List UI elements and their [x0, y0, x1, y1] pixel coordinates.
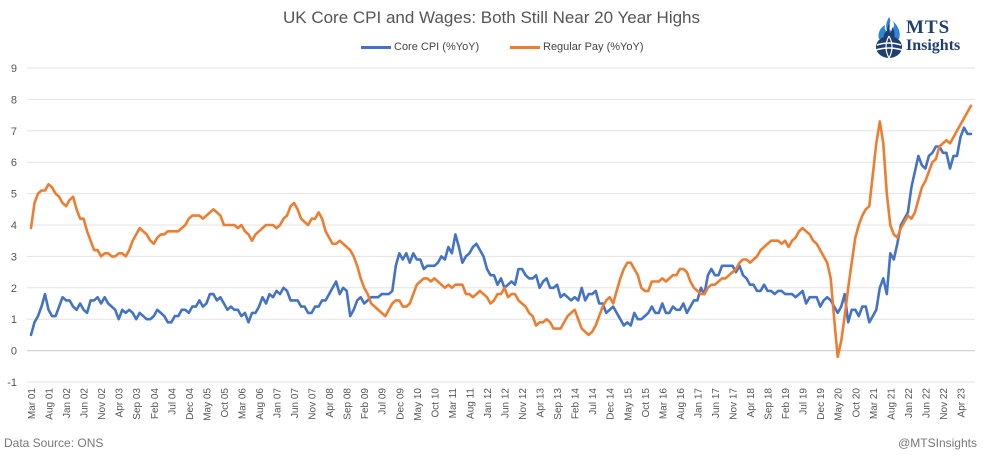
legend-swatch-core-cpi — [361, 45, 391, 49]
logo-text-mts: MTS — [906, 17, 951, 38]
chart-legend: Core CPI (%YoY) Regular Pay (%YoY) — [0, 41, 983, 55]
y-tick-label: -1 — [7, 377, 17, 389]
chart-series-lines — [29, 104, 973, 359]
logo-text-insights: Insights — [906, 37, 961, 54]
x-tick-label: Oct 10 — [430, 388, 441, 418]
x-tick-label: Dec 09 — [395, 388, 406, 420]
x-tick-label: Jan 17 — [693, 388, 704, 418]
chart-title: UK Core CPI and Wages: Both Still Near 2… — [282, 8, 701, 27]
x-tick-label: Jul 14 — [588, 388, 599, 415]
x-tick-label: Apr 03 — [115, 388, 126, 418]
legend-item-core-cpi: Core CPI (%YoY) — [361, 41, 479, 53]
x-tick-label: Nov 12 — [518, 388, 529, 420]
y-tick-label: 5 — [11, 189, 17, 201]
x-tick-label: Aug 01 — [45, 388, 56, 420]
x-tick-label: Aug 16 — [676, 388, 687, 420]
mts-insights-logo: MTS Insights — [873, 15, 973, 63]
x-tick-label: Sep 08 — [343, 388, 354, 420]
x-tick-label: Apr 08 — [325, 388, 336, 418]
x-tick-label: Oct 20 — [851, 388, 862, 418]
x-axis-tick-labels: Mar 01 Aug 01 Jan 02 Jun 02 Nov 02 Apr 03 Sep … — [27, 388, 967, 421]
x-tick-label: Jan 12 — [483, 388, 494, 418]
x-tick-label: Jun 07 — [290, 388, 301, 418]
x-tick-label: Mar 01 — [27, 388, 38, 420]
y-tick-label: 0 — [11, 346, 17, 358]
x-tick-label: Mar 21 — [869, 388, 880, 420]
x-tick-label: Jul 19 — [799, 388, 810, 415]
x-tick-label: May 05 — [202, 388, 213, 421]
x-tick-label: Aug 11 — [465, 388, 476, 419]
x-tick-label: Sep 03 — [132, 388, 143, 420]
x-tick-label: Jan 22 — [904, 388, 915, 418]
x-tick-label: Nov 22 — [939, 388, 950, 420]
x-tick-label: Aug 06 — [255, 388, 266, 420]
x-tick-label: Mar 06 — [237, 388, 248, 420]
y-tick-label: 6 — [11, 157, 17, 169]
x-tick-label: Dec 04 — [185, 388, 196, 420]
x-tick-label: Aug 21 — [886, 388, 897, 420]
x-tick-label: Feb 19 — [781, 388, 792, 420]
x-tick-label: Jan 07 — [273, 388, 284, 418]
legend-swatch-regular-pay — [510, 45, 540, 49]
x-tick-label: Nov 07 — [308, 388, 319, 420]
x-tick-label: Jan 02 — [62, 388, 73, 418]
x-tick-label: Feb 04 — [150, 388, 161, 420]
y-axis-ticks: -1 0 1 2 3 4 5 6 7 8 9 — [7, 63, 17, 389]
legend-item-regular-pay: Regular Pay (%YoY) — [510, 41, 643, 53]
x-tick-label: Feb 14 — [571, 388, 582, 420]
x-tick-label: Nov 02 — [97, 388, 108, 420]
y-tick-label: 8 — [11, 94, 17, 106]
series-line-regular-pay — [29, 104, 973, 359]
y-tick-label: 9 — [11, 63, 17, 75]
x-tick-label: Nov 17 — [728, 388, 739, 420]
x-tick-label: Jun 02 — [80, 388, 91, 418]
x-tick-label: Dec 19 — [816, 388, 827, 420]
x-tick-label: Apr 18 — [746, 388, 757, 418]
x-tick-label: May 20 — [834, 388, 845, 421]
x-tick-label: Sep 18 — [764, 388, 775, 420]
x-tick-label: Feb 09 — [360, 388, 371, 420]
x-tick-label: Jun 12 — [501, 388, 512, 418]
data-source-note: Data Source: ONS — [4, 436, 104, 450]
flame-globe-icon — [875, 17, 903, 59]
y-tick-label: 1 — [11, 314, 17, 326]
series-line-core-cpi — [29, 126, 973, 337]
x-tick-label: Dec 14 — [606, 388, 617, 420]
x-tick-label: Apr 23 — [956, 388, 967, 418]
y-tick-label: 7 — [11, 126, 17, 138]
x-tick-label: Oct 15 — [641, 388, 652, 418]
chart-grid — [27, 67, 975, 383]
legend-label-regular-pay: Regular Pay (%YoY) — [543, 41, 644, 53]
x-tick-label: Mar 16 — [658, 388, 669, 420]
y-tick-label: 3 — [11, 251, 17, 263]
twitter-handle: @MTSInsights — [898, 436, 977, 450]
x-tick-label: May 10 — [413, 388, 424, 421]
x-tick-label: Mar 11 — [448, 388, 459, 419]
y-tick-label: 4 — [11, 220, 17, 232]
x-tick-label: Jun 22 — [921, 388, 932, 418]
y-tick-label: 2 — [11, 283, 17, 295]
x-tick-label: Sep 13 — [553, 388, 564, 420]
x-tick-label: Oct 05 — [220, 388, 231, 418]
x-tick-label: Apr 13 — [536, 388, 547, 418]
x-tick-label: May 15 — [623, 388, 634, 421]
x-tick-label: Jul 04 — [167, 388, 178, 415]
x-tick-label: Jul 09 — [378, 388, 389, 415]
legend-label-core-cpi: Core CPI (%YoY) — [394, 41, 480, 53]
x-tick-label: Jun 17 — [711, 388, 722, 418]
